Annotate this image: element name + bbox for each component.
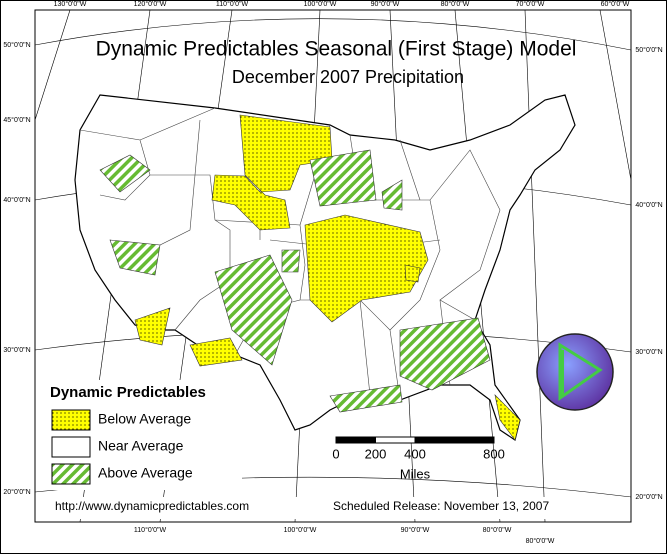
- legend-swatch-near: [51, 436, 91, 458]
- graticule-label: 20°0'0"N: [635, 493, 662, 501]
- scale-segment: [375, 436, 416, 444]
- legend-label: Near Average: [98, 438, 184, 454]
- graticule-label: 130°0'0"W: [54, 0, 87, 8]
- graticule-label: 110°0'0"W: [216, 0, 249, 8]
- graticule-label: 45°0'0"N: [3, 116, 30, 124]
- graticule-label: 60°0'0"W: [601, 0, 630, 8]
- graticule-label: 50°0'0"N: [635, 46, 662, 54]
- graticule-label: 90°0'0"W: [371, 0, 400, 8]
- graticule-label: 40°0'0"N: [3, 196, 30, 204]
- graticule-label: 30°0'0"N: [635, 348, 662, 356]
- graticule-label: 30°0'0"N: [3, 346, 30, 354]
- legend-label: Above Average: [98, 465, 193, 481]
- graticule-label: 50°0'0"N: [3, 41, 30, 49]
- graticule-label: 100°0'0"W: [284, 526, 317, 534]
- footer-background: [40, 497, 630, 519]
- graticule-label: 20°0'0"N: [3, 488, 30, 496]
- graticule-label: 120°0'0"W: [134, 0, 167, 8]
- graticule-label: 90°0'0"W: [401, 526, 430, 534]
- map-subtitle: December 2007 Precipitation: [232, 67, 464, 87]
- legend-title: Dynamic Predictables: [50, 384, 206, 401]
- graticule-label: 100°0'0"W: [304, 0, 337, 8]
- scale-bar: 0 200 400 800: [332, 436, 505, 461]
- graticule-label: 80°0'0"W: [483, 526, 512, 534]
- legend-swatch-above: [51, 463, 91, 485]
- graticule-label: 80°0'0"W: [441, 0, 470, 8]
- graticule-label: 80°0'0"W: [526, 537, 555, 545]
- scale-tick-label: 200: [365, 446, 387, 461]
- release-date: Scheduled Release: November 13, 2007: [333, 499, 549, 513]
- graticule-label: 40°0'0"N: [635, 201, 662, 209]
- us-map: [74, 94, 576, 441]
- scale-segment: [335, 436, 376, 444]
- scale-tick-label: 800: [483, 446, 505, 461]
- graticule-label: 110°0'0"W: [134, 526, 167, 534]
- legend-label: Below Average: [98, 411, 191, 427]
- graticule-labels: 130°0'0"W 120°0'0"W 110°0'0"W 100°0'0"W 90°0…: [3, 0, 662, 545]
- scale-segment: [414, 436, 495, 444]
- scale-unit: Miles: [400, 466, 431, 481]
- logo: [536, 333, 614, 411]
- above-average-regions: [99, 149, 491, 413]
- scale-tick-label: 400: [404, 446, 426, 461]
- below-average-regions: [134, 114, 521, 441]
- map-border: [34, 9, 632, 523]
- scale-tick-label: 0: [332, 446, 339, 461]
- footer-url: http://www.dynamicpredictables.com: [55, 499, 249, 513]
- graticule-label: 70°0'0"W: [516, 0, 545, 8]
- map-title: Dynamic Predictables Seasonal (First Sta…: [96, 38, 577, 61]
- legend-swatch-below: [51, 409, 91, 431]
